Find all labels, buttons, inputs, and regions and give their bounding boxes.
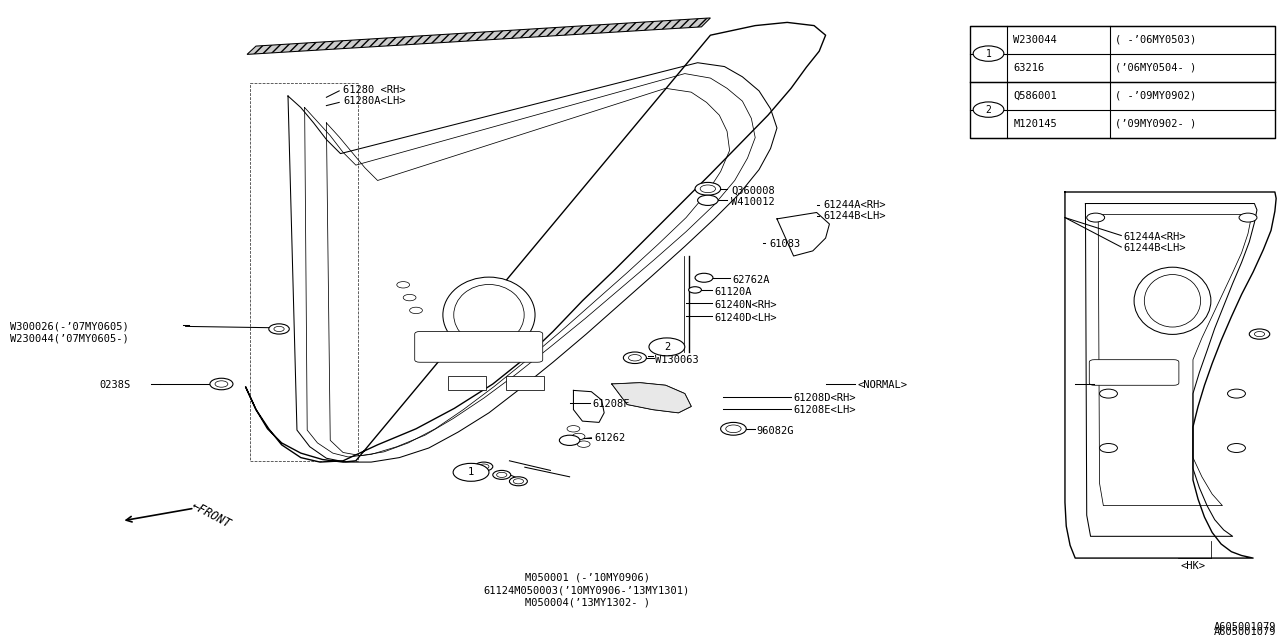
Circle shape bbox=[698, 195, 718, 205]
Text: W130063: W130063 bbox=[655, 355, 699, 365]
Circle shape bbox=[1228, 444, 1245, 452]
Text: 61280 <RH>: 61280 <RH> bbox=[343, 84, 406, 95]
Text: 61244B<LH>: 61244B<LH> bbox=[823, 211, 886, 221]
Text: 61244B<LH>: 61244B<LH> bbox=[1124, 243, 1187, 253]
Circle shape bbox=[1239, 213, 1257, 222]
Text: 1: 1 bbox=[986, 49, 992, 59]
Circle shape bbox=[210, 378, 233, 390]
Circle shape bbox=[403, 294, 416, 301]
Text: A605001079: A605001079 bbox=[1213, 622, 1276, 632]
Text: ( -’09MY0902): ( -’09MY0902) bbox=[1115, 91, 1197, 100]
Text: 0238S: 0238S bbox=[100, 380, 131, 390]
Polygon shape bbox=[247, 18, 710, 54]
FancyBboxPatch shape bbox=[415, 332, 543, 362]
Circle shape bbox=[1100, 444, 1117, 452]
Circle shape bbox=[397, 282, 410, 288]
Circle shape bbox=[410, 307, 422, 314]
Ellipse shape bbox=[454, 285, 525, 346]
Circle shape bbox=[628, 355, 641, 361]
Text: W300026(-’07MY0605): W300026(-’07MY0605) bbox=[10, 321, 129, 332]
Circle shape bbox=[572, 433, 585, 440]
Text: 62762A: 62762A bbox=[732, 275, 769, 285]
Text: ( -’06MY0503): ( -’06MY0503) bbox=[1115, 35, 1197, 45]
Circle shape bbox=[577, 441, 590, 447]
Circle shape bbox=[726, 425, 741, 433]
Text: 61208F: 61208F bbox=[593, 399, 630, 410]
Text: 61083: 61083 bbox=[769, 239, 800, 250]
Circle shape bbox=[1228, 389, 1245, 398]
Circle shape bbox=[623, 352, 646, 364]
Text: 61240N<RH>: 61240N<RH> bbox=[714, 300, 777, 310]
Circle shape bbox=[1100, 389, 1117, 398]
Text: 61240D<LH>: 61240D<LH> bbox=[714, 313, 777, 323]
Circle shape bbox=[700, 185, 716, 193]
Text: 2: 2 bbox=[664, 342, 669, 352]
Text: ←FRONT: ←FRONT bbox=[189, 499, 233, 531]
Text: M120145: M120145 bbox=[1014, 118, 1057, 129]
Text: (’09MY0902- ): (’09MY0902- ) bbox=[1115, 118, 1197, 129]
Text: 1: 1 bbox=[468, 467, 474, 477]
Circle shape bbox=[493, 470, 511, 479]
Text: W410012: W410012 bbox=[731, 197, 774, 207]
Text: 61120A: 61120A bbox=[714, 287, 751, 298]
Circle shape bbox=[689, 287, 701, 293]
Polygon shape bbox=[612, 383, 691, 413]
Circle shape bbox=[567, 426, 580, 432]
Circle shape bbox=[513, 479, 524, 484]
Text: (’06MY0504- ): (’06MY0504- ) bbox=[1115, 63, 1197, 72]
Text: A605001079: A605001079 bbox=[1213, 627, 1276, 637]
Text: 61208E<LH>: 61208E<LH> bbox=[794, 405, 856, 415]
Text: 2: 2 bbox=[986, 104, 992, 115]
Text: 61244A<RH>: 61244A<RH> bbox=[1124, 232, 1187, 242]
Circle shape bbox=[1249, 329, 1270, 339]
Ellipse shape bbox=[443, 277, 535, 353]
Circle shape bbox=[274, 326, 284, 332]
Circle shape bbox=[721, 422, 746, 435]
FancyBboxPatch shape bbox=[506, 376, 544, 390]
Text: 61262: 61262 bbox=[594, 433, 625, 443]
Circle shape bbox=[695, 182, 721, 195]
Circle shape bbox=[695, 273, 713, 282]
Circle shape bbox=[475, 462, 493, 471]
Text: <NORMAL>: <NORMAL> bbox=[858, 380, 908, 390]
Text: M050001 (-’10MY0906): M050001 (-’10MY0906) bbox=[525, 572, 650, 582]
Text: 96082G: 96082G bbox=[756, 426, 794, 436]
Bar bbox=[970, 26, 1275, 138]
Circle shape bbox=[1254, 332, 1265, 337]
Text: 61124M050003(’10MY0906-’13MY1301): 61124M050003(’10MY0906-’13MY1301) bbox=[484, 585, 690, 595]
Circle shape bbox=[509, 477, 527, 486]
Text: M050004(’13MY1302- ): M050004(’13MY1302- ) bbox=[525, 598, 650, 608]
Circle shape bbox=[559, 435, 580, 445]
Text: 63216: 63216 bbox=[1014, 63, 1044, 72]
Text: 61208D<RH>: 61208D<RH> bbox=[794, 393, 856, 403]
Circle shape bbox=[497, 472, 507, 477]
Circle shape bbox=[215, 381, 228, 387]
Circle shape bbox=[649, 338, 685, 356]
Circle shape bbox=[269, 324, 289, 334]
FancyBboxPatch shape bbox=[448, 376, 486, 390]
Ellipse shape bbox=[1134, 268, 1211, 335]
Circle shape bbox=[1087, 213, 1105, 222]
Text: W230044(’07MY0605-): W230044(’07MY0605-) bbox=[10, 333, 129, 344]
Ellipse shape bbox=[1144, 275, 1201, 327]
Text: W230044: W230044 bbox=[1014, 35, 1057, 45]
Circle shape bbox=[479, 464, 489, 469]
Text: <HK>: <HK> bbox=[1180, 561, 1206, 572]
FancyBboxPatch shape bbox=[1089, 360, 1179, 385]
Circle shape bbox=[973, 102, 1004, 117]
Text: 61244A<RH>: 61244A<RH> bbox=[823, 200, 886, 210]
Circle shape bbox=[973, 46, 1004, 61]
Text: Q586001: Q586001 bbox=[1014, 91, 1057, 100]
Circle shape bbox=[453, 463, 489, 481]
Text: 61280A<LH>: 61280A<LH> bbox=[343, 96, 406, 106]
Text: Q360008: Q360008 bbox=[731, 186, 774, 196]
